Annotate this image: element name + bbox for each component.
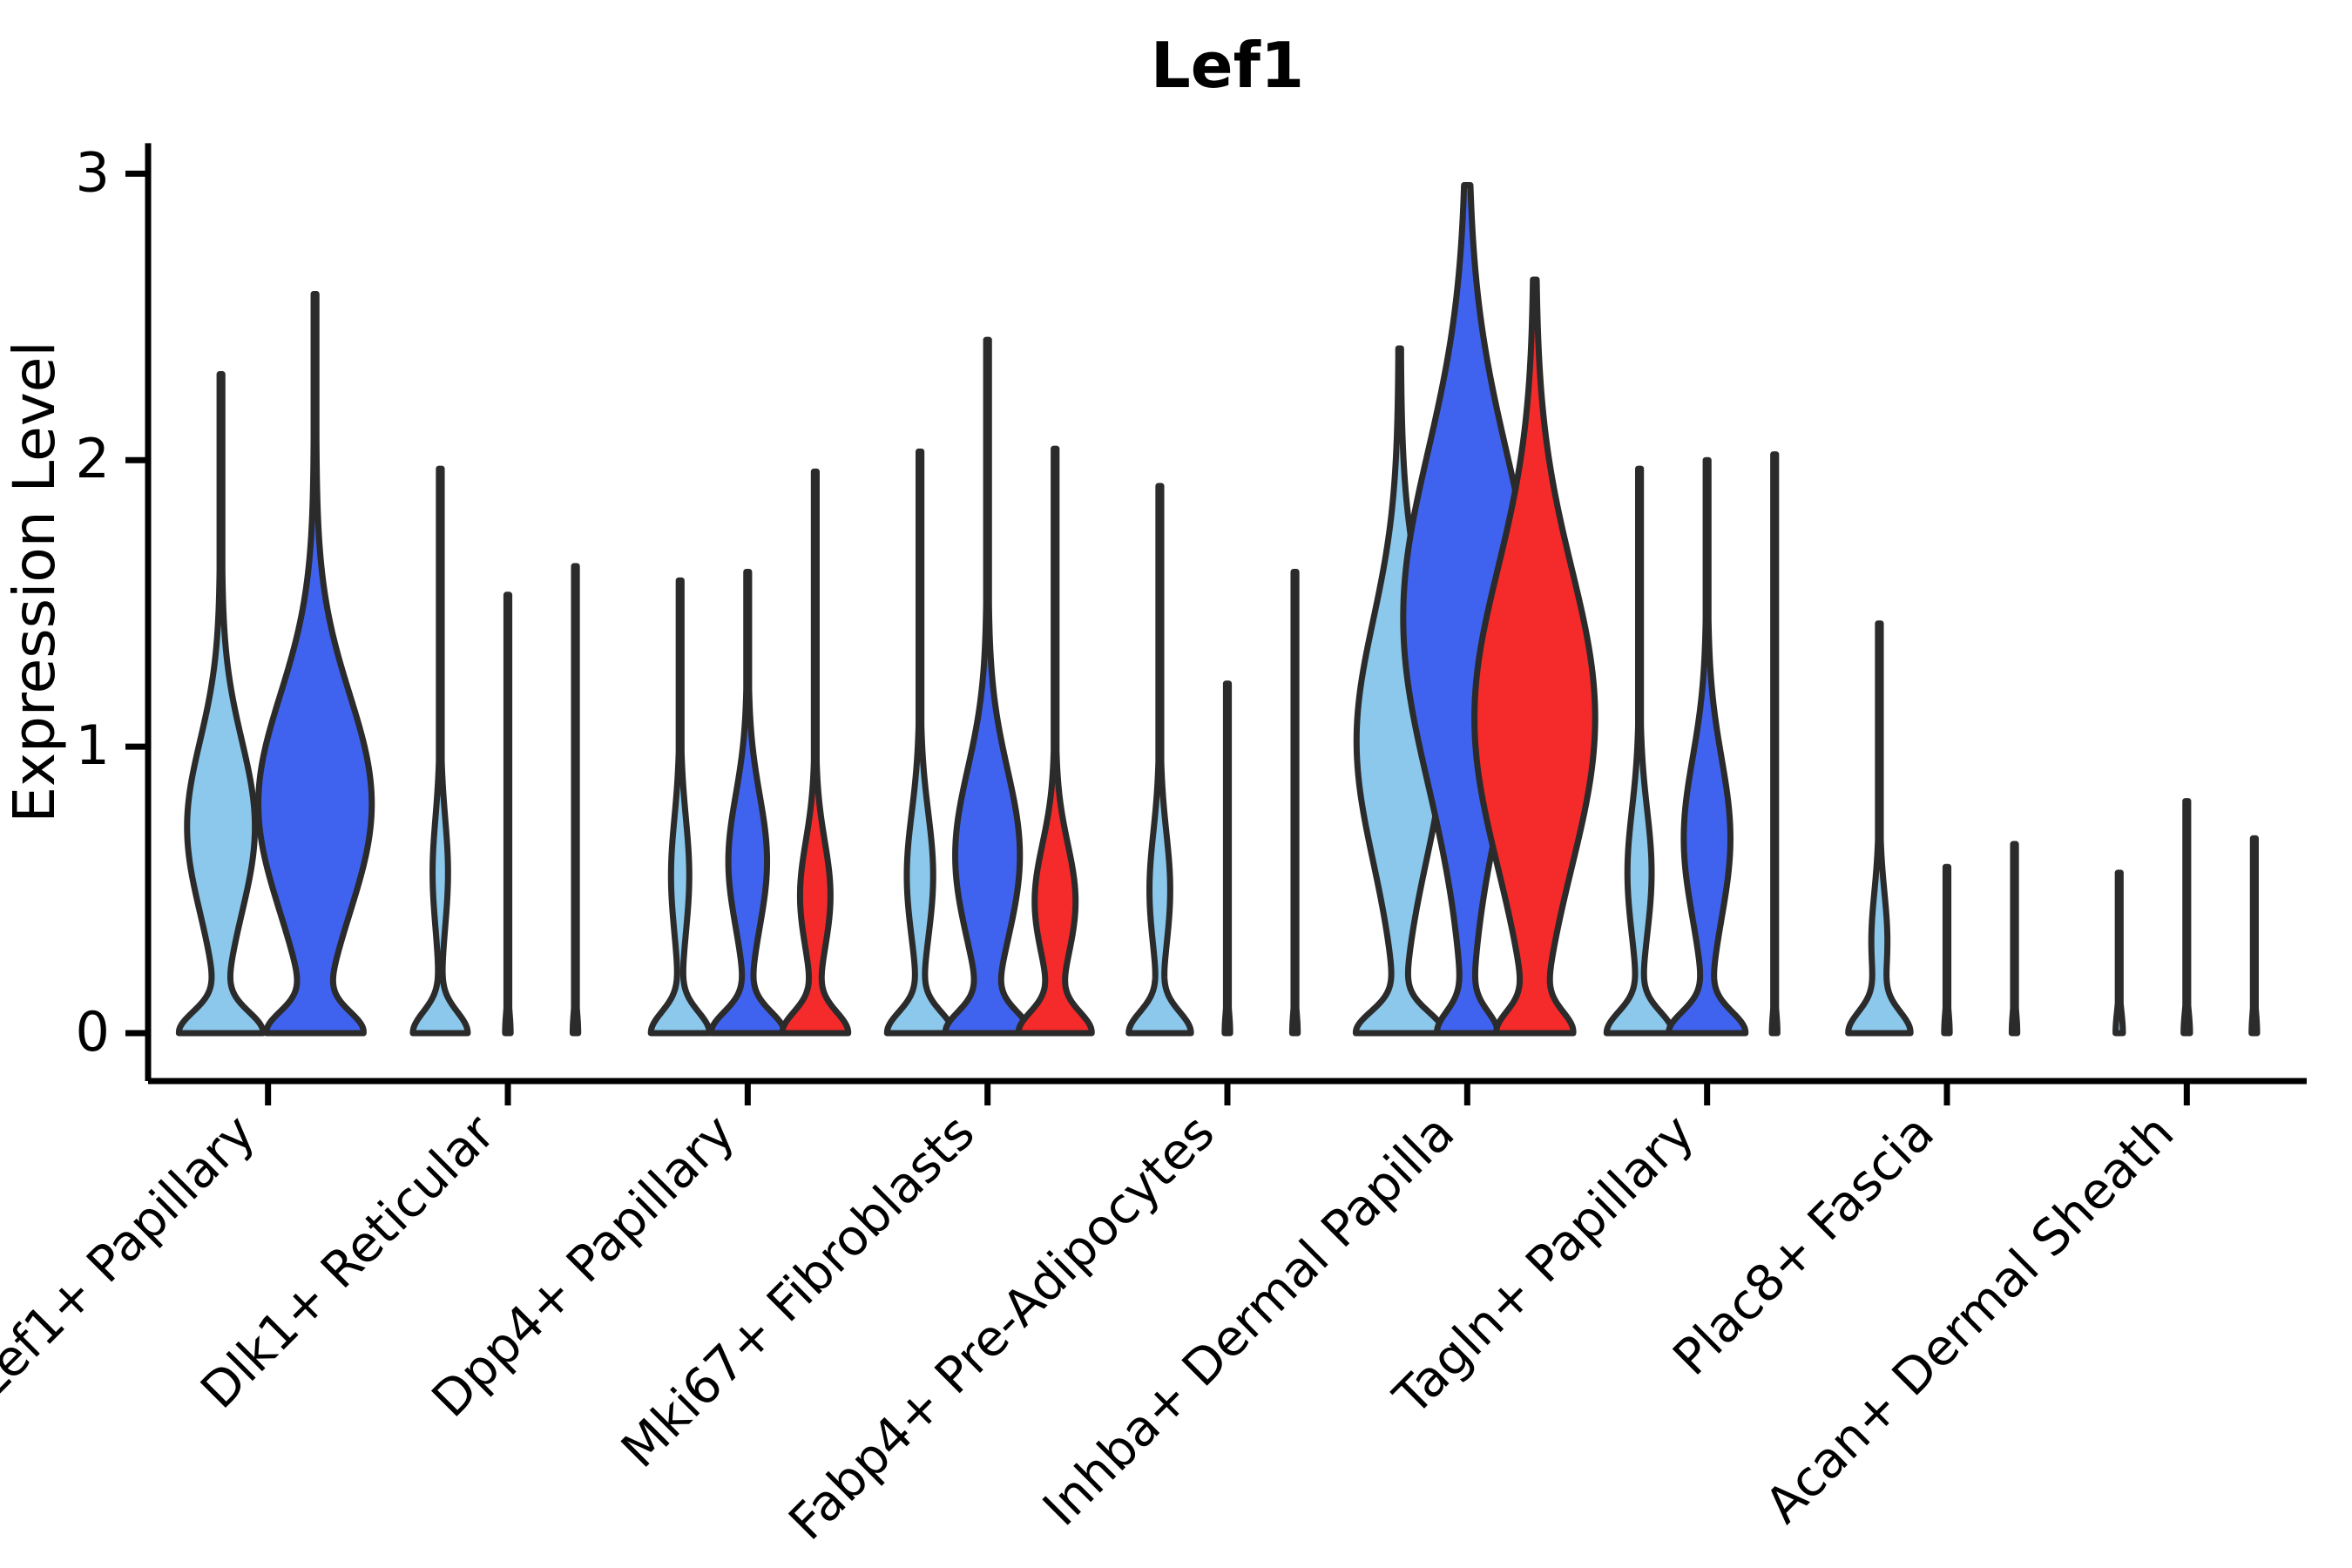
violin-series_2-8 [2180, 798, 2193, 1037]
chart-title: Lef1 [1151, 29, 1304, 102]
violin-series_1-6 [1603, 465, 1676, 1037]
violin-series_1-7 [1845, 620, 1914, 1037]
violin-series_2-0 [255, 290, 375, 1037]
violin-series_1-2 [647, 577, 713, 1037]
violin-series_3-8 [2248, 835, 2261, 1037]
violin-series_2-3 [942, 336, 1033, 1037]
y-tick-label-0: 0 [76, 1000, 110, 1064]
violin-series_2-7 [1941, 863, 1953, 1037]
violin-series_3-1 [569, 563, 582, 1037]
violin-series_2-2 [707, 568, 787, 1037]
violin-series_3-2 [779, 468, 852, 1037]
violin-series_3-7 [2008, 841, 2021, 1037]
violin-series-series_1 [175, 345, 2126, 1037]
y-tick-label-3: 3 [76, 140, 110, 204]
violin-series_2-1 [502, 591, 514, 1037]
violin-series-series_2 [255, 181, 2193, 1037]
violin-series_1-4 [1125, 483, 1194, 1037]
violin-series_3-3 [1015, 445, 1095, 1037]
violin-series_2-6 [1666, 456, 1749, 1037]
violin-series_2-4 [1221, 680, 1233, 1037]
y-tick-label-2: 2 [76, 427, 110, 490]
violin-series_1-0 [175, 371, 267, 1037]
violin-series_3-5 [1471, 276, 1598, 1037]
y-axis-label: Expression Level [1, 341, 68, 822]
y-tick-label-1: 1 [76, 713, 110, 777]
violin-series_1-8 [2112, 869, 2126, 1037]
violin-series-series_3 [569, 276, 2261, 1037]
axis-layer [125, 143, 2307, 1105]
violin-series-layer [175, 181, 2261, 1037]
violin-series_3-4 [1288, 568, 1301, 1037]
violin-series_1-3 [883, 448, 956, 1037]
violin-series_3-6 [1768, 451, 1781, 1037]
violin-series_1-1 [409, 465, 471, 1037]
